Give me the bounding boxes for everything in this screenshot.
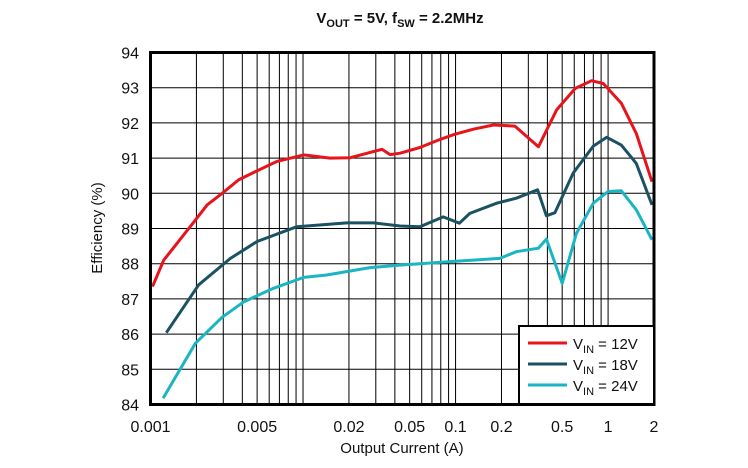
x-tick-label: 0.02	[333, 419, 364, 436]
y-tick-label: 88	[121, 257, 139, 274]
y-tick-label: 94	[121, 46, 139, 63]
x-tick-label: 0.1	[444, 419, 466, 436]
x-tick-label: 0.05	[394, 419, 425, 436]
y-tick-label: 92	[121, 116, 139, 133]
x-axis-label: Output Current (A)	[340, 440, 463, 457]
x-tick-labels: 0.001 0.005 0.02 0.05 0.1 0.2 0.5 1 2	[130, 419, 658, 436]
y-axis-label: Efficiency (%)	[89, 182, 106, 273]
y-tick-labels: 84 85 86 87 88 89 90 91 92 93 94	[121, 46, 139, 415]
x-tick-label: 0.001	[130, 419, 170, 436]
x-tick-label: 0.005	[237, 419, 277, 436]
x-tick-label: 0.5	[551, 419, 573, 436]
y-tick-label: 89	[121, 222, 139, 239]
y-tick-label: 85	[121, 362, 139, 379]
y-tick-label: 87	[121, 292, 139, 309]
y-tick-label: 86	[121, 327, 139, 344]
y-tick-label: 84	[121, 398, 139, 415]
series-line-24v	[161, 189, 654, 399]
x-tick-label: 2	[650, 419, 659, 436]
series-lines	[151, 79, 654, 399]
x-tick-label: 0.2	[490, 419, 512, 436]
series-line-12v	[151, 79, 654, 288]
y-tick-label: 93	[121, 81, 139, 98]
chart-title: VOUT = 5V, fSW = 2.2MHz	[316, 10, 483, 30]
legend-label: VIN = 18V	[573, 357, 638, 377]
y-tick-label: 90	[121, 186, 139, 203]
y-tick-label: 91	[121, 151, 139, 168]
plot-frame	[149, 51, 656, 406]
legend-label: VIN = 12V	[573, 336, 638, 356]
series-line-18v	[165, 135, 654, 334]
legend-label: VIN = 24V	[573, 378, 638, 398]
x-tick-label: 1	[604, 419, 613, 436]
